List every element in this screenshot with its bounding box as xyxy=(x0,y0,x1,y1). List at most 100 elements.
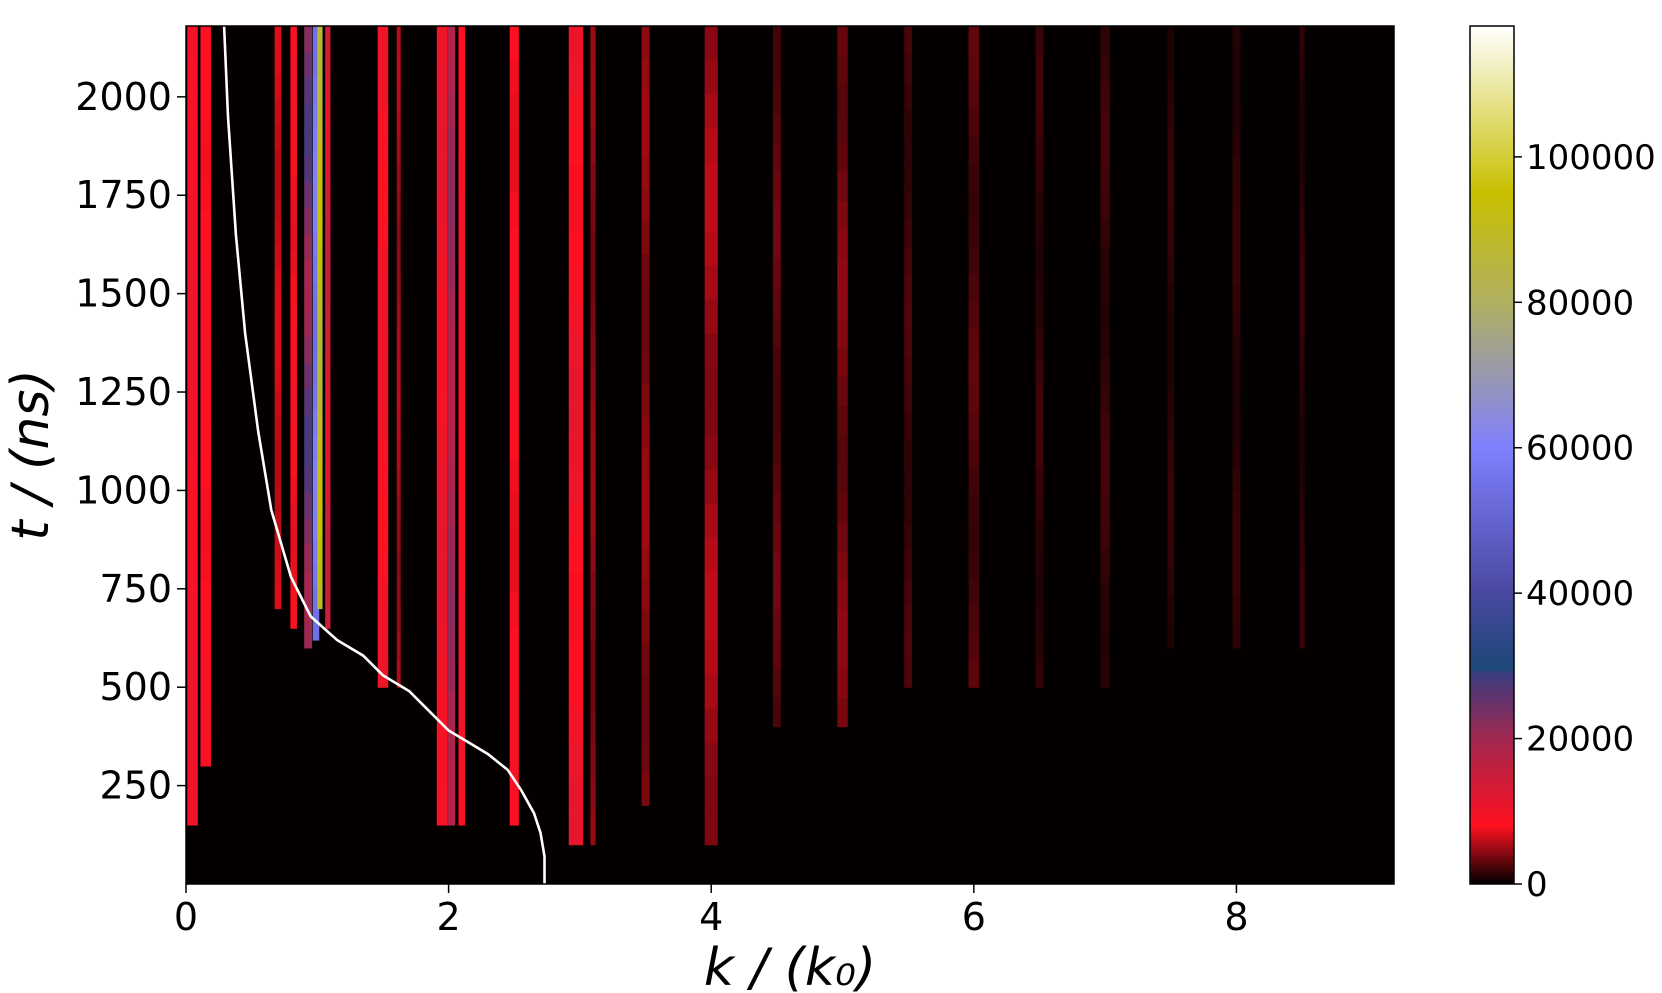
heatmap-band xyxy=(904,108,913,137)
heatmap-band xyxy=(312,588,320,615)
heatmap-band xyxy=(436,758,448,793)
heatmap-band xyxy=(1035,494,1044,523)
heatmap-band xyxy=(837,522,848,553)
heatmap-band xyxy=(968,384,980,413)
heatmap-band xyxy=(1299,440,1305,468)
heatmap-band xyxy=(304,51,313,79)
heatmap-band xyxy=(590,435,596,471)
heatmap-band xyxy=(396,53,401,82)
heatmap-band xyxy=(509,492,519,526)
heatmap-band xyxy=(837,84,848,115)
heatmap-band xyxy=(509,125,519,160)
heatmap-band xyxy=(304,492,313,519)
heatmap-band xyxy=(704,674,718,709)
heatmap-band xyxy=(837,697,848,728)
heatmap-band xyxy=(568,742,584,778)
heatmap-band xyxy=(187,791,198,826)
heatmap-band xyxy=(290,552,297,579)
y-axis-label: t / (ns) xyxy=(1,369,61,541)
heatmap-band xyxy=(1100,108,1110,137)
heatmap-band xyxy=(377,26,389,55)
heatmap-band xyxy=(458,292,466,327)
heatmap-band xyxy=(1299,103,1305,131)
heatmap-band xyxy=(568,435,584,471)
heatmap-band xyxy=(290,101,297,127)
heatmap-band xyxy=(1232,362,1241,390)
heatmap-band xyxy=(304,362,313,390)
heatmap-band xyxy=(396,136,401,165)
heatmap-band xyxy=(1232,207,1241,234)
heatmap-band xyxy=(1232,311,1241,338)
heatmap-band xyxy=(447,525,456,560)
heatmap-band xyxy=(837,668,848,698)
heatmap-band xyxy=(312,102,320,129)
heatmap-band xyxy=(590,60,596,95)
heatmap-band xyxy=(290,477,297,504)
heatmap-band xyxy=(904,384,913,413)
heatmap-band xyxy=(1035,81,1044,110)
heatmap-band xyxy=(641,383,650,417)
heatmap-band xyxy=(968,136,980,165)
heatmap-band xyxy=(704,469,718,505)
heatmap-band xyxy=(290,126,297,153)
heatmap-band xyxy=(704,298,718,334)
heatmap-band xyxy=(1232,51,1241,79)
heatmap-band xyxy=(317,74,323,100)
heatmap-band xyxy=(304,311,313,338)
y-tick-label: 500 xyxy=(99,665,172,709)
heatmap-band xyxy=(641,220,650,254)
heatmap-band xyxy=(1232,259,1241,286)
heatmap-band xyxy=(968,81,980,110)
plot-frame xyxy=(185,25,1395,885)
heatmap-band xyxy=(641,26,650,60)
heatmap-band xyxy=(1167,440,1175,468)
heatmap-band xyxy=(304,129,313,157)
heatmap-band xyxy=(772,113,781,144)
heatmap-band xyxy=(436,458,448,493)
heatmap-band xyxy=(509,59,519,94)
heatmap-band xyxy=(200,550,211,582)
heatmap-band xyxy=(904,301,913,330)
heatmap-band xyxy=(1299,77,1305,105)
heatmap-band xyxy=(968,439,980,468)
heatmap-band xyxy=(200,118,211,150)
y-tick-label: 750 xyxy=(99,567,172,611)
heatmap-band xyxy=(968,659,980,688)
heatmap-band xyxy=(312,384,320,411)
heatmap-band xyxy=(396,81,401,110)
heatmap-band xyxy=(568,605,584,641)
heatmap-band xyxy=(772,171,781,202)
heatmap-band xyxy=(837,26,848,56)
heatmap-band xyxy=(704,435,718,471)
heatmap-band xyxy=(568,162,584,198)
heatmap-band xyxy=(1167,596,1175,623)
heatmap-band xyxy=(200,673,211,705)
heatmap-band xyxy=(377,411,389,440)
heatmap-band xyxy=(904,632,913,661)
heatmap-band xyxy=(312,460,320,488)
heatmap-band xyxy=(509,325,519,360)
heatmap-band xyxy=(704,128,718,164)
heatmap-band xyxy=(568,674,584,709)
heatmap-band xyxy=(837,230,848,261)
heatmap-band xyxy=(1232,466,1241,493)
heatmap-band xyxy=(200,519,211,551)
heatmap-band xyxy=(772,347,781,377)
heatmap-band xyxy=(377,439,389,468)
colorbar xyxy=(1469,25,1515,885)
heatmap-band xyxy=(837,580,848,611)
heatmap-band xyxy=(325,502,331,529)
heatmap-band xyxy=(200,457,211,490)
heatmap-band xyxy=(312,128,320,155)
heatmap-band xyxy=(200,303,211,335)
heatmap-band xyxy=(447,725,456,759)
heatmap-band xyxy=(317,438,323,464)
heatmap-band xyxy=(904,577,913,606)
heatmap-band xyxy=(1299,155,1305,183)
heatmap-band xyxy=(458,159,466,194)
heatmap-band xyxy=(968,246,980,275)
heatmap-band xyxy=(325,577,331,604)
heatmap-band xyxy=(641,513,650,547)
heatmap-band xyxy=(1232,492,1241,519)
heatmap-band xyxy=(187,625,198,660)
